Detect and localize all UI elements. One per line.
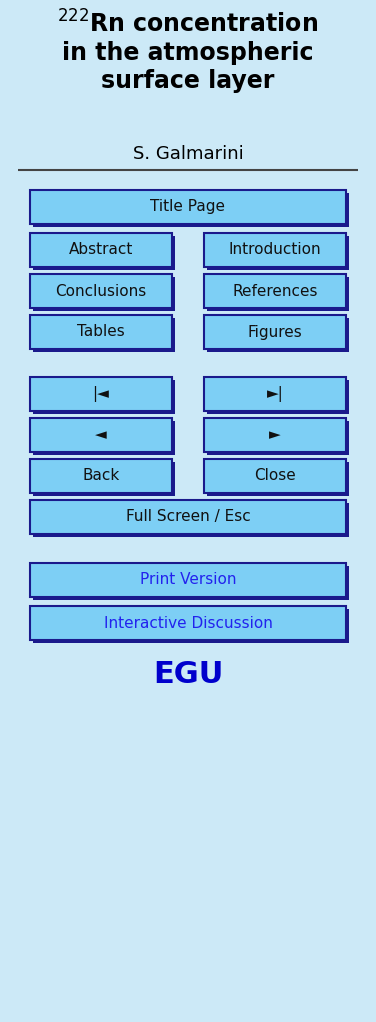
Text: Interactive Discussion: Interactive Discussion xyxy=(103,615,273,631)
Bar xyxy=(30,459,172,493)
Bar xyxy=(30,315,172,349)
Bar xyxy=(30,418,172,452)
Bar xyxy=(207,236,349,270)
Text: Close: Close xyxy=(254,468,296,483)
Bar xyxy=(33,236,175,270)
Bar xyxy=(204,377,346,411)
Text: Back: Back xyxy=(82,468,120,483)
Text: References: References xyxy=(232,283,318,298)
Bar xyxy=(33,277,175,311)
Text: Introduction: Introduction xyxy=(229,242,321,258)
Text: ►: ► xyxy=(269,427,281,443)
Text: EGU: EGU xyxy=(153,660,223,689)
Text: ►|: ►| xyxy=(267,386,284,402)
Bar xyxy=(30,377,172,411)
Text: $^{222}$Rn concentration
in the atmospheric
surface layer: $^{222}$Rn concentration in the atmosphe… xyxy=(58,10,318,93)
Text: Print Version: Print Version xyxy=(140,572,236,588)
Bar xyxy=(33,318,175,352)
Bar xyxy=(204,315,346,349)
Bar xyxy=(33,566,349,600)
Text: Title Page: Title Page xyxy=(150,199,226,215)
Bar xyxy=(207,380,349,414)
Text: Tables: Tables xyxy=(77,325,125,339)
Bar xyxy=(33,462,175,496)
Text: S. Galmarini: S. Galmarini xyxy=(133,145,243,162)
Bar xyxy=(30,563,346,597)
Bar xyxy=(30,500,346,535)
Text: Figures: Figures xyxy=(248,325,302,339)
Bar xyxy=(30,233,172,267)
Text: Abstract: Abstract xyxy=(69,242,133,258)
Bar xyxy=(30,190,346,224)
Bar xyxy=(204,274,346,308)
Text: Full Screen / Esc: Full Screen / Esc xyxy=(126,510,250,524)
Bar xyxy=(30,606,346,640)
Bar xyxy=(207,318,349,352)
Bar xyxy=(33,503,349,537)
Bar xyxy=(33,421,175,455)
Bar xyxy=(33,609,349,643)
Text: |◄: |◄ xyxy=(92,386,109,402)
Bar xyxy=(33,193,349,227)
Bar xyxy=(30,274,172,308)
Bar xyxy=(204,418,346,452)
Bar xyxy=(33,380,175,414)
Bar xyxy=(207,462,349,496)
Bar xyxy=(207,277,349,311)
Bar xyxy=(207,421,349,455)
Bar xyxy=(204,459,346,493)
Text: ◄: ◄ xyxy=(95,427,107,443)
Bar xyxy=(204,233,346,267)
Text: Conclusions: Conclusions xyxy=(55,283,147,298)
